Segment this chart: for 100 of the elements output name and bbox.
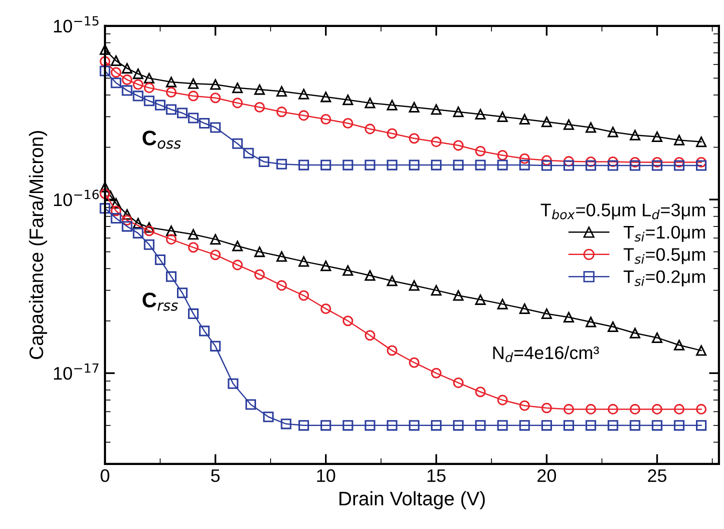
- point: [132, 218, 144, 229]
- x-tick-label: 25: [648, 469, 666, 482]
- point: [122, 221, 132, 232]
- point: [122, 209, 132, 220]
- point: [696, 156, 707, 168]
- point: [630, 160, 640, 171]
- point: [110, 78, 122, 88]
- point: [232, 240, 243, 252]
- point: [608, 404, 618, 414]
- point: [453, 290, 464, 301]
- point: [386, 100, 398, 110]
- point: [298, 88, 310, 100]
- point: [276, 280, 287, 291]
- point: [563, 404, 574, 414]
- point: [144, 222, 154, 233]
- point: [298, 256, 310, 267]
- point: [188, 242, 199, 253]
- point: [430, 136, 442, 148]
- x-axis-title: Drain Voltage (V): [340, 491, 485, 510]
- point: [497, 298, 508, 310]
- point: [563, 160, 574, 171]
- point: [652, 332, 662, 343]
- point: [586, 160, 596, 171]
- point: [386, 160, 398, 170]
- point: [475, 294, 486, 305]
- point: [364, 330, 376, 341]
- point: [132, 228, 144, 238]
- point: [210, 234, 221, 245]
- point: [364, 270, 376, 281]
- point: [144, 72, 154, 84]
- point: [541, 160, 552, 171]
- point: [364, 124, 376, 134]
- point: [453, 106, 464, 118]
- point: [497, 111, 508, 122]
- point: [652, 156, 662, 168]
- point: [386, 420, 398, 431]
- point: [364, 420, 376, 431]
- point: [320, 92, 332, 102]
- point: [166, 86, 177, 98]
- point: [243, 148, 254, 158]
- point: [276, 86, 287, 97]
- point: [320, 420, 332, 431]
- point: [199, 326, 210, 336]
- point: [475, 386, 486, 398]
- point: [453, 378, 464, 388]
- point: [342, 94, 354, 106]
- point: [122, 74, 132, 85]
- annotation: C$_{oss}$: [142, 130, 181, 149]
- point: [144, 239, 154, 250]
- point: [100, 182, 110, 192]
- point: [541, 402, 552, 414]
- point: [541, 116, 552, 128]
- point: [630, 328, 640, 338]
- point: [176, 108, 188, 118]
- point: [276, 106, 287, 118]
- point: [154, 100, 166, 110]
- point: [408, 102, 420, 113]
- annotation: C$_{rss}$: [142, 292, 178, 311]
- point: [232, 138, 243, 149]
- point: [608, 160, 618, 171]
- y-tick-label: 10$^{−16}$: [54, 190, 99, 206]
- point: [408, 280, 420, 291]
- point: [630, 156, 640, 168]
- point: [342, 265, 354, 276]
- point: [188, 78, 199, 89]
- point: [563, 156, 574, 167]
- point: [586, 122, 596, 133]
- point: [144, 226, 154, 236]
- point: [652, 131, 662, 142]
- point: [210, 122, 221, 133]
- point: [453, 420, 464, 431]
- point: [453, 140, 464, 151]
- point: [132, 90, 144, 102]
- point: [608, 156, 618, 168]
- point: [144, 96, 154, 106]
- point: [563, 312, 574, 322]
- point: [110, 198, 122, 209]
- point: [188, 229, 199, 240]
- point: [408, 420, 420, 431]
- y-tick-label: 10$^{−15}$: [54, 16, 98, 33]
- point: [320, 303, 332, 314]
- point: [254, 269, 265, 280]
- point: [210, 79, 221, 90]
- point: [519, 160, 530, 170]
- point: [276, 158, 287, 170]
- point: [430, 420, 442, 431]
- point: [320, 260, 332, 272]
- point: [586, 156, 596, 168]
- point: [674, 404, 684, 414]
- point: [342, 316, 354, 326]
- point: [166, 226, 177, 236]
- point: [364, 160, 376, 170]
- point: [453, 160, 464, 170]
- point: [475, 146, 486, 156]
- point: [100, 56, 110, 67]
- point: [210, 250, 221, 260]
- point: [541, 155, 552, 166]
- point: [188, 90, 199, 102]
- point: [166, 271, 177, 282]
- point: [100, 203, 110, 214]
